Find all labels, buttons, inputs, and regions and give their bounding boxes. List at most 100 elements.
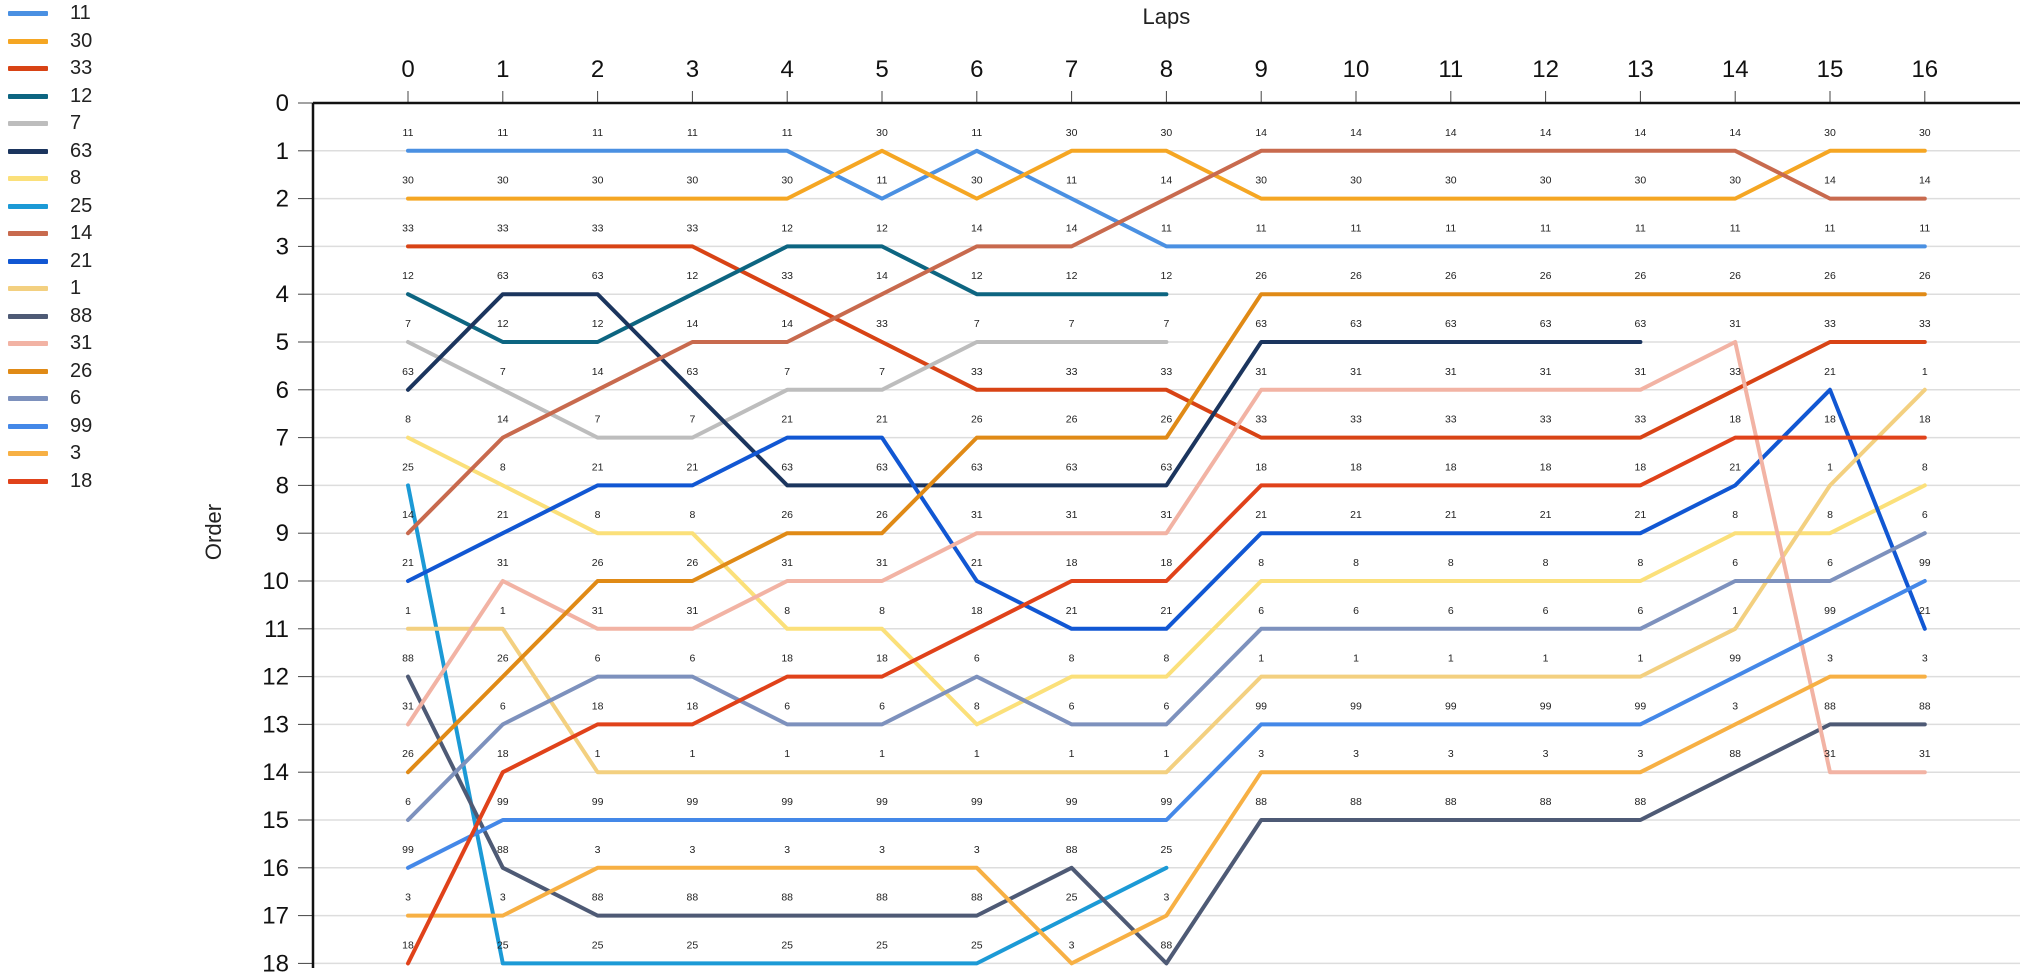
data-label: 7 <box>500 366 506 378</box>
data-label: 31 <box>402 700 414 712</box>
data-label: 31 <box>1255 366 1267 378</box>
legend-item[interactable]: 8 <box>8 165 92 193</box>
legend-swatch <box>8 93 48 99</box>
legend-item[interactable]: 3 <box>8 440 92 468</box>
data-label: 7 <box>879 366 885 378</box>
data-label: 25 <box>876 939 888 951</box>
data-label: 3 <box>879 844 885 856</box>
legend-item[interactable]: 11 <box>8 0 92 28</box>
data-label: 7 <box>689 414 695 426</box>
data-label: 33 <box>1919 318 1931 330</box>
data-label: 30 <box>497 175 509 187</box>
legend-item[interactable]: 14 <box>8 220 92 248</box>
legend-item[interactable]: 6 <box>8 385 92 413</box>
legend-label: 3 <box>70 442 82 465</box>
data-label: 26 <box>1919 270 1931 282</box>
data-label: 14 <box>1540 127 1552 139</box>
data-label: 1 <box>1069 748 1075 760</box>
data-label: 7 <box>974 318 980 330</box>
data-label: 99 <box>1729 653 1741 665</box>
legend-item[interactable]: 7 <box>8 110 92 138</box>
data-label: 14 <box>687 318 699 330</box>
data-label: 1 <box>500 605 506 617</box>
legend-item[interactable]: 12 <box>8 83 92 111</box>
data-label: 99 <box>1066 796 1078 808</box>
data-label: 18 <box>876 653 888 665</box>
legend-swatch <box>8 286 48 292</box>
data-label: 1 <box>1827 461 1833 473</box>
data-label: 14 <box>497 414 509 426</box>
data-label: 63 <box>1066 461 1078 473</box>
legend-item[interactable]: 33 <box>8 55 92 83</box>
legend-item[interactable]: 30 <box>8 28 92 56</box>
data-label: 26 <box>592 557 604 569</box>
data-label: 30 <box>876 127 888 139</box>
data-label: 8 <box>595 509 601 521</box>
data-label: 1 <box>1637 653 1643 665</box>
data-label: 99 <box>1445 700 1457 712</box>
data-label: 3 <box>500 892 506 904</box>
data-label: 18 <box>1635 461 1647 473</box>
data-label: 33 <box>1729 366 1741 378</box>
legend-item[interactable]: 21 <box>8 248 92 276</box>
data-label: 31 <box>1824 748 1836 760</box>
legend-swatch <box>8 66 48 72</box>
data-label: 31 <box>1919 748 1931 760</box>
data-label: 18 <box>687 700 699 712</box>
legend-item[interactable]: 1 <box>8 275 92 303</box>
data-label: 33 <box>1255 414 1267 426</box>
legend-item[interactable]: 99 <box>8 413 92 441</box>
series-line-1 <box>406 387 1927 775</box>
data-label: 8 <box>1732 509 1738 521</box>
series-lines <box>406 148 1927 966</box>
series-line-99 <box>406 579 1927 870</box>
y-tick-label: 14 <box>262 759 289 786</box>
data-label: 8 <box>1258 557 1264 569</box>
data-label: 26 <box>1255 270 1267 282</box>
legend-item[interactable]: 63 <box>8 138 92 166</box>
data-label: 21 <box>687 461 699 473</box>
data-label: 25 <box>497 939 509 951</box>
legend-swatch <box>8 176 48 182</box>
data-label: 25 <box>781 939 793 951</box>
data-label: 11 <box>1730 222 1741 234</box>
data-label: 18 <box>402 939 414 951</box>
data-label: 12 <box>781 222 793 234</box>
legend-item[interactable]: 26 <box>8 358 92 386</box>
series-line-3 <box>406 674 1927 966</box>
legend-item[interactable]: 88 <box>8 303 92 331</box>
data-label: 21 <box>592 461 604 473</box>
data-label: 63 <box>592 270 604 282</box>
data-label: 63 <box>781 461 793 473</box>
legend-swatch <box>8 341 48 347</box>
legend-item[interactable]: 31 <box>8 330 92 358</box>
y-tick-label: 4 <box>276 281 289 308</box>
data-label: 14 <box>1729 127 1741 139</box>
x-tick-label: 12 <box>1532 56 1559 83</box>
data-label: 3 <box>1732 700 1738 712</box>
data-label: 11 <box>1540 222 1551 234</box>
data-label: 1 <box>1543 653 1549 665</box>
data-label: 33 <box>497 222 509 234</box>
data-label: 21 <box>1635 509 1647 521</box>
y-tick-label: 15 <box>262 807 289 834</box>
data-label: 1 <box>689 748 695 760</box>
data-label: 11 <box>1161 222 1172 234</box>
data-label: 6 <box>1543 605 1549 617</box>
data-label: 25 <box>402 461 414 473</box>
data-label: 63 <box>876 461 888 473</box>
data-label: 11 <box>1825 222 1836 234</box>
data-label: 21 <box>781 414 793 426</box>
data-label: 26 <box>1729 270 1741 282</box>
legend-item[interactable]: 25 <box>8 193 92 221</box>
data-label: 30 <box>1540 175 1552 187</box>
legend-item[interactable]: 18 <box>8 468 92 496</box>
data-label: 14 <box>1445 127 1457 139</box>
data-label: 11 <box>971 127 982 139</box>
x-tick-label: 5 <box>875 56 888 83</box>
data-label: 21 <box>876 414 888 426</box>
data-label: 88 <box>687 892 699 904</box>
data-label: 18 <box>592 700 604 712</box>
data-label: 31 <box>1540 366 1552 378</box>
